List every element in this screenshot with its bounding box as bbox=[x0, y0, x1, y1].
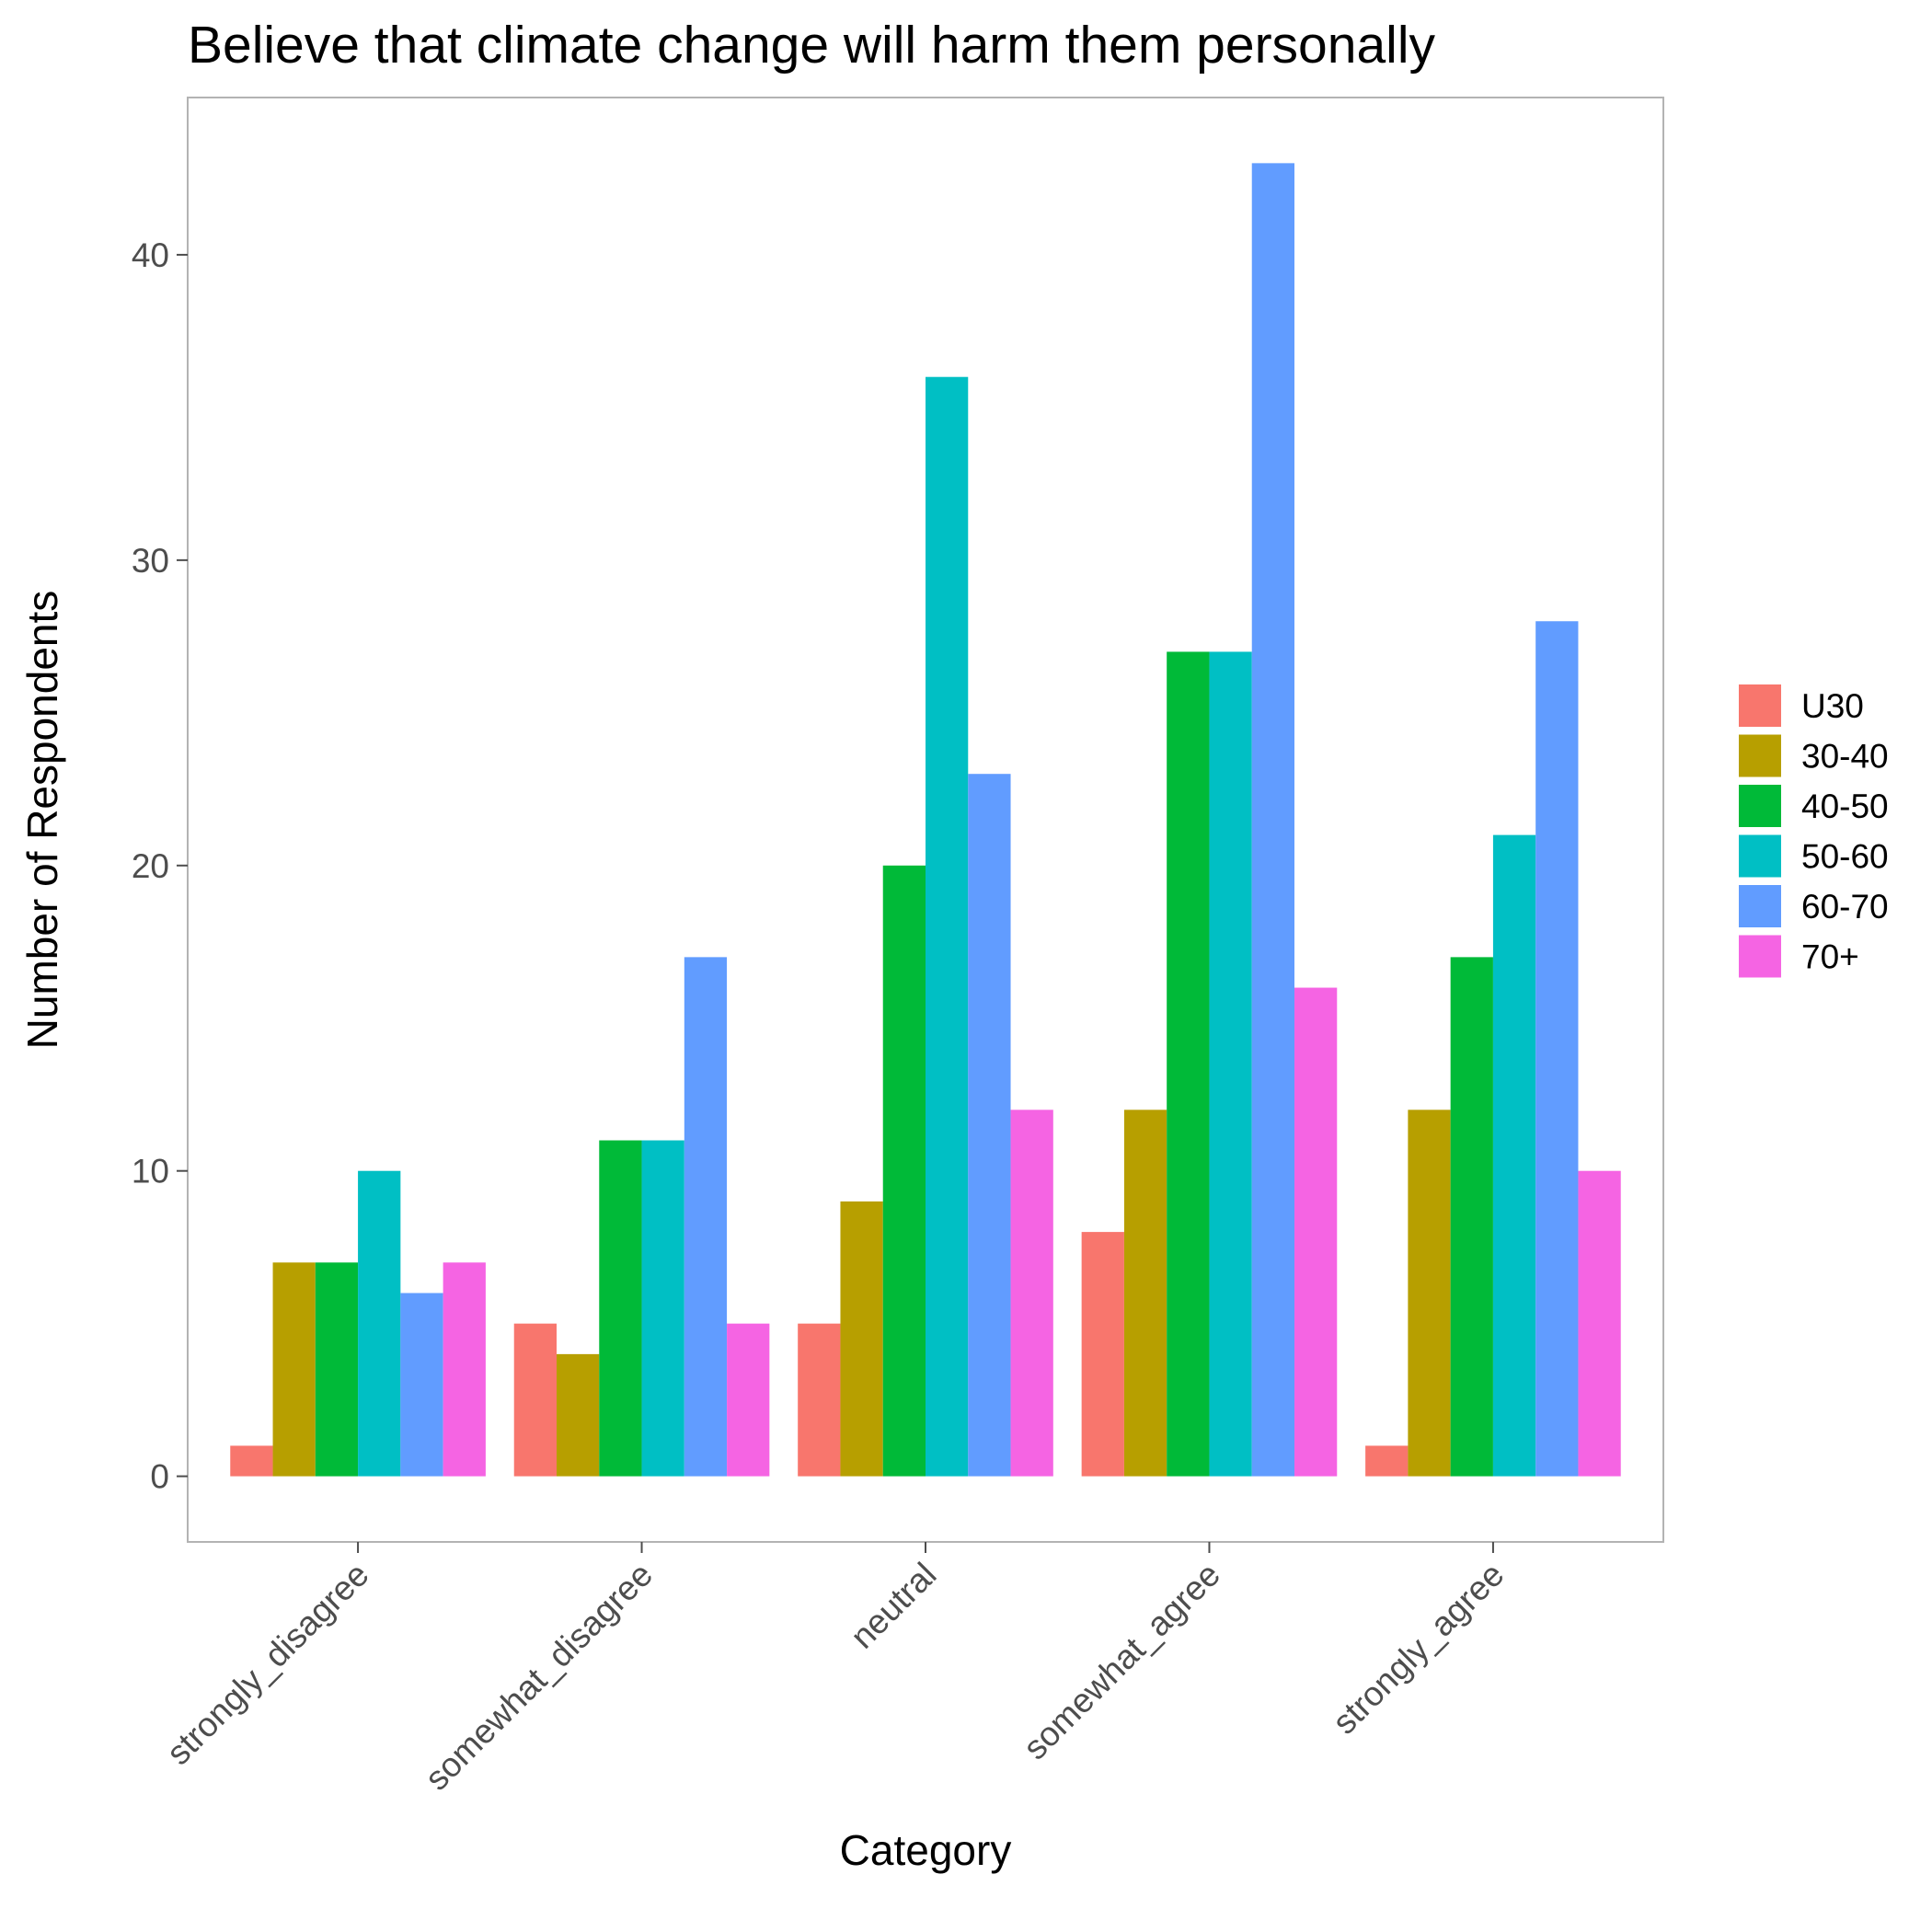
bar-strongly_agree-60-70 bbox=[1535, 621, 1579, 1477]
y-tick-label: 10 bbox=[132, 1153, 169, 1190]
y-tick-label: 40 bbox=[132, 236, 169, 274]
legend-label-50-60: 50-60 bbox=[1801, 838, 1889, 876]
bar-somewhat_disagree-50-60 bbox=[641, 1140, 684, 1477]
legend-key-U30 bbox=[1739, 684, 1781, 727]
bar-strongly_disagree-30-40 bbox=[272, 1262, 316, 1477]
x-tick-label-strongly_disagree: strongly_disagree bbox=[159, 1556, 376, 1773]
legend-key-70+ bbox=[1739, 935, 1781, 978]
bar-somewhat_disagree-70+ bbox=[727, 1323, 770, 1477]
legend-key-30-40 bbox=[1739, 734, 1781, 777]
bar-strongly_disagree-50-60 bbox=[358, 1170, 401, 1477]
legend-label-U30: U30 bbox=[1801, 687, 1864, 725]
bar-somewhat_disagree-40-50 bbox=[599, 1140, 642, 1477]
chart-title: Believe that climate change will harm th… bbox=[188, 16, 1435, 75]
bar-somewhat_agree-40-50 bbox=[1167, 651, 1210, 1477]
x-tick-label-somewhat_disagree: somewhat_disagree bbox=[418, 1556, 660, 1798]
bar-neutral-70+ bbox=[1010, 1110, 1053, 1477]
bar-strongly_agree-40-50 bbox=[1450, 957, 1493, 1477]
legend-key-50-60 bbox=[1739, 834, 1781, 878]
legend-key-60-70 bbox=[1739, 885, 1781, 927]
bar-strongly_agree-30-40 bbox=[1408, 1110, 1451, 1477]
bar-strongly_agree-50-60 bbox=[1492, 834, 1536, 1477]
y-tick-label: 0 bbox=[150, 1458, 169, 1496]
bar-neutral-60-70 bbox=[968, 774, 1011, 1477]
y-tick-label: 30 bbox=[132, 542, 169, 580]
legend-label-40-50: 40-50 bbox=[1801, 788, 1889, 825]
legend-key-40-50 bbox=[1739, 785, 1781, 827]
x-axis: strongly_disagree somewhat_disagree neutra… bbox=[159, 1542, 1512, 1798]
legend-label-60-70: 60-70 bbox=[1801, 888, 1889, 926]
bar-somewhat_agree-U30 bbox=[1081, 1232, 1124, 1477]
bar-strongly_agree-70+ bbox=[1578, 1170, 1621, 1477]
bar-somewhat_agree-70+ bbox=[1294, 987, 1338, 1477]
bar-neutral-50-60 bbox=[926, 376, 969, 1477]
bar-neutral-U30 bbox=[798, 1323, 841, 1477]
bar-strongly_disagree-70+ bbox=[443, 1262, 486, 1477]
legend-label-30-40: 30-40 bbox=[1801, 738, 1889, 776]
bar-somewhat_agree-60-70 bbox=[1251, 163, 1294, 1477]
x-tick-label-strongly_agree: strongly_agree bbox=[1326, 1556, 1512, 1742]
bar-strongly_disagree-40-50 bbox=[315, 1262, 359, 1477]
legend: U30 30-40 40-50 50-60 60-70 70+ bbox=[1739, 684, 1889, 978]
bar-somewhat_agree-30-40 bbox=[1123, 1110, 1167, 1477]
bars-layer bbox=[230, 163, 1621, 1477]
bar-somewhat_agree-50-60 bbox=[1209, 651, 1252, 1477]
bar-strongly_disagree-U30 bbox=[230, 1445, 273, 1477]
bar-somewhat_disagree-30-40 bbox=[557, 1353, 600, 1477]
legend-label-70+: 70+ bbox=[1801, 938, 1859, 976]
x-tick-label-neutral: neutral bbox=[844, 1556, 944, 1656]
y-axis-title: Number of Respondents bbox=[18, 591, 66, 1050]
bar-strongly_disagree-60-70 bbox=[400, 1293, 443, 1477]
x-axis-title: Category bbox=[840, 1826, 1012, 1874]
y-tick-label: 20 bbox=[132, 847, 169, 885]
bar-somewhat_disagree-U30 bbox=[513, 1323, 557, 1477]
bar-somewhat_disagree-60-70 bbox=[684, 957, 728, 1477]
x-tick-label-somewhat_agree: somewhat_agree bbox=[1016, 1556, 1227, 1767]
bar-strongly_agree-U30 bbox=[1365, 1445, 1409, 1477]
bar-neutral-30-40 bbox=[840, 1201, 883, 1477]
bar-neutral-40-50 bbox=[882, 865, 926, 1477]
y-axis: 0 10 20 30 40 bbox=[132, 236, 188, 1496]
